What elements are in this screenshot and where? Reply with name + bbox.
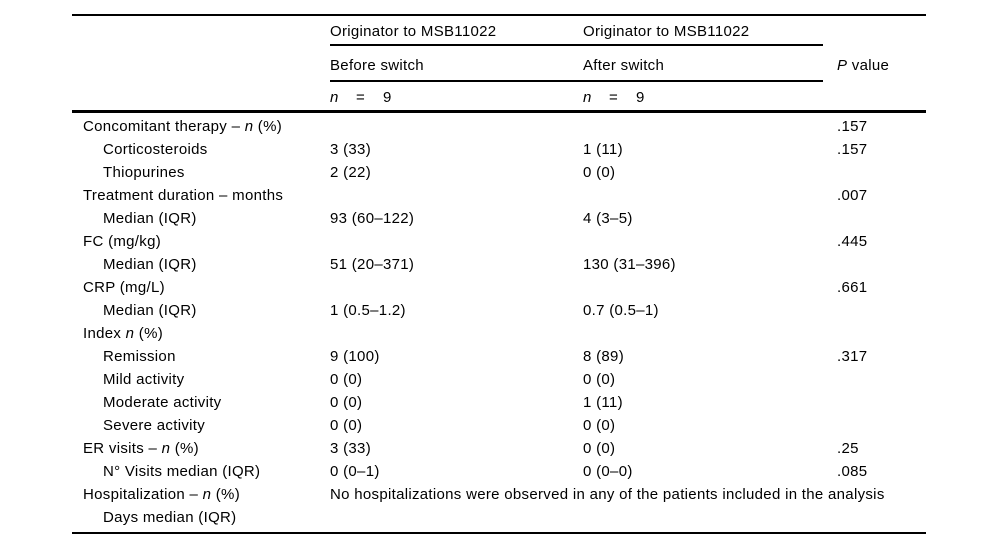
row-label: Thiopurines: [103, 164, 185, 181]
row-label: Corticosteroids: [103, 141, 208, 158]
row-label: Days median (IQR): [103, 509, 237, 526]
table-row: Median (IQR) 93 (60–122) 4 (3–5): [72, 207, 932, 230]
p-value: .661: [837, 279, 868, 296]
before-switch-value: 9 (100): [330, 348, 380, 365]
after-switch-value: 0 (0): [583, 371, 616, 388]
before-switch-value: 3 (33): [330, 440, 371, 457]
table-row: Index n (%): [72, 322, 932, 345]
before-switch-value: 0 (0–1): [330, 463, 380, 480]
table-row: Moderate activity 0 (0) 1 (11): [72, 391, 932, 414]
after-switch-value: 0 (0): [583, 417, 616, 434]
p-value: .007: [837, 187, 868, 204]
row-label: Moderate activity: [103, 394, 222, 411]
row-label: Index n (%): [83, 325, 164, 342]
col-before-switch-header: Before switch: [330, 57, 424, 74]
table-row: Corticosteroids 3 (33) 1 (11) .157: [72, 138, 932, 161]
table-body: Concomitant therapy – n (%) .157 Corticost…: [72, 115, 932, 529]
row-label: Median (IQR): [103, 210, 197, 227]
row-label: Concomitant therapy – n (%): [83, 118, 283, 135]
row-label: ER visits – n (%): [83, 440, 199, 457]
row-span-value: No hospitalizations were observed in any…: [330, 486, 885, 503]
before-switch-value: 2 (22): [330, 164, 371, 181]
table-row: Median (IQR) 1 (0.5–1.2) 0.7 (0.5–1): [72, 299, 932, 322]
table-row: Hospitalization – n (%) No hospitalizatio…: [72, 483, 932, 506]
n-symbol: n: [583, 89, 592, 106]
row-label: Remission: [103, 348, 176, 365]
p-value: .157: [837, 118, 868, 135]
p-value: .445: [837, 233, 868, 250]
subheader-rule: [330, 80, 823, 82]
n-value: 9: [636, 89, 645, 106]
row-label: CRP (mg/L): [83, 279, 165, 296]
row-label: FC (mg/kg): [83, 233, 161, 250]
group1-title: Originator to MSB11022: [330, 23, 497, 40]
table-row: FC (mg/kg) .445: [72, 230, 932, 253]
after-switch-value: 130 (31–396): [583, 256, 676, 273]
before-switch-value: 0 (0): [330, 417, 363, 434]
header-body-divider-rule: [72, 110, 926, 113]
equals-sign: =: [356, 89, 366, 106]
table-row: Remission 9 (100) 8 (89) .317: [72, 345, 932, 368]
row-label: Mild activity: [103, 371, 185, 388]
after-switch-value: 0.7 (0.5–1): [583, 302, 659, 319]
table-row: Days median (IQR): [72, 506, 932, 529]
table-row: N° Visits median (IQR) 0 (0–1) 0 (0–0) .085: [72, 460, 932, 483]
after-switch-value: 0 (0): [583, 164, 616, 181]
table-row: Thiopurines 2 (22) 0 (0): [72, 161, 932, 184]
col-after-switch-header: After switch: [583, 57, 665, 74]
after-switch-value: 4 (3–5): [583, 210, 633, 227]
row-label: Treatment duration – months: [83, 187, 284, 204]
row-label: Hospitalization – n (%): [83, 486, 240, 503]
after-switch-value: 1 (11): [583, 394, 623, 411]
col-p-value-header: P value: [837, 57, 889, 74]
table-row: CRP (mg/L) .661: [72, 276, 932, 299]
p-value: .085: [837, 463, 868, 480]
after-switch-value: 1 (11): [583, 141, 623, 158]
p-value: .25: [837, 440, 859, 457]
row-label: Median (IQR): [103, 256, 197, 273]
before-switch-value: 0 (0): [330, 394, 363, 411]
after-switch-value: 0 (0): [583, 440, 616, 457]
table-row: ER visits – n (%) 3 (33) 0 (0) .25: [72, 437, 932, 460]
after-switch-value: 8 (89): [583, 348, 624, 365]
n-symbol: n: [330, 89, 339, 106]
row-label: N° Visits median (IQR): [103, 463, 261, 480]
before-switch-value: 93 (60–122): [330, 210, 415, 227]
row-label: Median (IQR): [103, 302, 197, 319]
p-value: .157: [837, 141, 868, 158]
group-header-rule: [330, 44, 823, 46]
table-bottom-rule: [72, 532, 926, 534]
p-value: .317: [837, 348, 868, 365]
before-switch-value: 51 (20–371): [330, 256, 415, 273]
group2-title: Originator to MSB11022: [583, 23, 750, 40]
table-top-rule: [72, 14, 926, 16]
before-switch-value: 3 (33): [330, 141, 371, 158]
after-switch-value: 0 (0–0): [583, 463, 633, 480]
before-switch-value: 0 (0): [330, 371, 363, 388]
n-count-before: n = 9: [330, 89, 392, 106]
before-switch-value: 1 (0.5–1.2): [330, 302, 406, 319]
table-row: Treatment duration – months .007: [72, 184, 932, 207]
p-rest: value: [847, 57, 890, 74]
row-label: Severe activity: [103, 417, 206, 434]
n-count-after: n = 9: [583, 89, 645, 106]
n-value: 9: [383, 89, 392, 106]
table-row: Concomitant therapy – n (%) .157: [72, 115, 932, 138]
table-row: Severe activity 0 (0) 0 (0): [72, 414, 932, 437]
equals-sign: =: [609, 89, 619, 106]
table-row: Median (IQR) 51 (20–371) 130 (31–396): [72, 253, 932, 276]
table-row: Mild activity 0 (0) 0 (0): [72, 368, 932, 391]
p-italic: P: [837, 57, 848, 74]
